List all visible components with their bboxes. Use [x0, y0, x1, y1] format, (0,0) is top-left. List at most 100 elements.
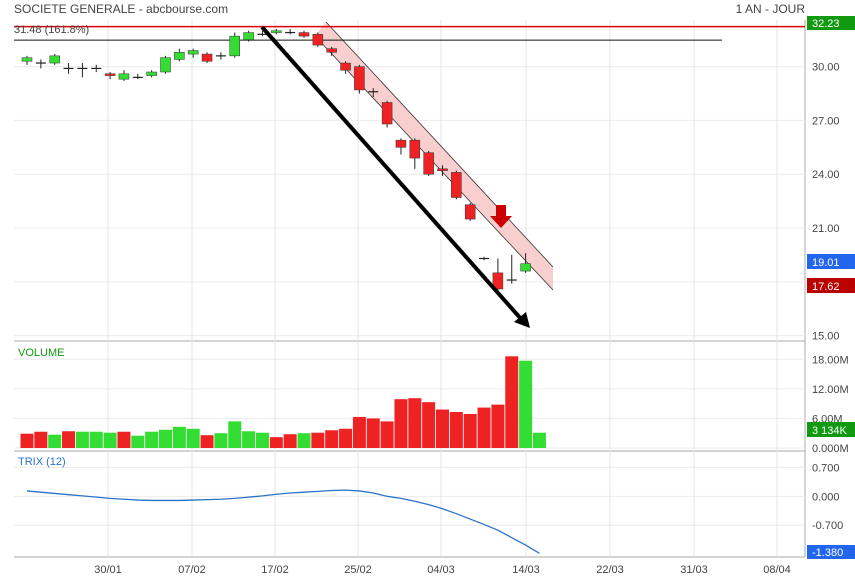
last-price-label: 19.01: [812, 257, 840, 269]
candle-down: [464, 204, 476, 220]
trix-line: [26, 489, 540, 554]
volume-bar: [172, 426, 186, 448]
down-arrow-icon: [490, 205, 512, 228]
price-y-tick-label: 21.00: [812, 223, 840, 235]
volume-bar: [491, 404, 505, 448]
trix-y-tick-label: 0.700: [812, 462, 840, 474]
resistance-badge-label: 32.23: [812, 18, 840, 30]
volume-bar: [228, 421, 242, 448]
candle-up: [49, 55, 60, 64]
volume-bar: [269, 437, 283, 448]
volume-bar: [366, 418, 380, 448]
volume-bar: [297, 433, 311, 448]
x-tick-label: 25/02: [344, 564, 372, 576]
candle-down: [326, 48, 337, 53]
candle-down: [298, 32, 310, 37]
resistance-badge: [807, 16, 855, 30]
fibonacci-label: 31.48 (161.8%): [14, 24, 89, 36]
price-y-tick-label: 27.00: [812, 115, 840, 127]
x-tick-label: 04/03: [427, 564, 455, 576]
x-tick-label: 07/02: [178, 564, 206, 576]
volume-bar: [408, 398, 422, 448]
period-label: 1 AN - JOUR: [735, 2, 805, 16]
volume-bar: [89, 431, 103, 448]
volume-bar: [352, 416, 366, 448]
volume-bar: [325, 430, 339, 448]
low-price-badge: [807, 278, 855, 293]
volume-bar: [186, 428, 200, 448]
volume-bar: [131, 435, 145, 448]
candle-up: [118, 73, 130, 80]
candle-down: [395, 139, 407, 148]
price-y-tick-label: 15.00: [812, 331, 840, 343]
candle-up: [271, 30, 282, 33]
volume-y-tick-label: 12.00M: [812, 384, 849, 396]
trix-last-label: -1.380: [812, 547, 843, 559]
x-tick-label: 31/03: [680, 564, 708, 576]
candle-up: [187, 50, 199, 55]
trix-panel-title: TRIX (12): [18, 456, 66, 468]
trend-arrow-head: [514, 312, 530, 328]
volume-bar: [75, 431, 89, 448]
candle-down: [423, 152, 434, 175]
candle-up: [174, 52, 185, 60]
volume-bar: [159, 429, 172, 448]
volume-bar: [463, 413, 477, 448]
price-y-tick-label: 24.00: [812, 169, 840, 181]
volume-bar: [242, 431, 256, 448]
candle-up: [160, 57, 171, 73]
volume-bar: [505, 356, 519, 448]
volume-bar: [34, 431, 48, 448]
x-tick-label: 14/03: [512, 564, 540, 576]
candle-up: [243, 32, 254, 40]
volume-y-tick-label: 18.00M: [812, 354, 849, 366]
volume-bar: [283, 434, 297, 448]
volume-bar: [214, 433, 228, 448]
volume-bar: [200, 435, 214, 448]
volume-bar: [422, 402, 436, 448]
channel-upper-line: [325, 21, 554, 268]
volume-bar: [380, 421, 394, 448]
trix-y-tick-label: 0.000: [812, 491, 840, 503]
volume-last-label: 3 134K: [812, 425, 848, 437]
volume-bar: [103, 432, 117, 448]
last-price-badge: [807, 254, 855, 269]
volume-bar: [255, 432, 269, 448]
volume-bar: [117, 431, 131, 448]
candle-down: [492, 272, 504, 290]
volume-bar: [477, 407, 491, 448]
candle-down: [104, 73, 116, 76]
trend-arrow-line: [260, 25, 524, 322]
trix-last-badge: [807, 545, 855, 559]
volume-bar: [20, 433, 34, 448]
bearish-channel: [315, 22, 553, 290]
volume-bar: [48, 434, 62, 448]
volume-bar: [62, 431, 76, 448]
candle-down: [201, 53, 213, 62]
volume-bar: [145, 431, 159, 448]
volume-bar: [532, 432, 546, 448]
candle-down: [451, 172, 462, 198]
candle-down: [354, 66, 365, 91]
candle-down: [340, 62, 351, 71]
x-tick-label: 22/03: [596, 564, 624, 576]
trix-y-tick-label: -0.700: [812, 520, 843, 532]
candle-up: [146, 71, 157, 76]
candle-up: [229, 35, 240, 57]
chart-title: SOCIETE GENERALE - abcbourse.com: [14, 2, 229, 16]
volume-panel-title: VOLUME: [18, 347, 64, 359]
candle-up: [21, 57, 33, 62]
candle-down: [409, 139, 421, 159]
x-tick-label: 17/02: [261, 564, 289, 576]
volume-bar: [436, 409, 449, 448]
volume-bar: [394, 399, 408, 448]
volume-last-badge: [807, 422, 855, 437]
volume-bar: [519, 360, 533, 448]
volume-bar: [311, 432, 325, 448]
price-y-tick-label: 30.00: [812, 62, 840, 74]
candle-up: [520, 263, 531, 272]
volume-bar: [449, 412, 463, 448]
low-price-label: 17.62: [812, 281, 840, 293]
volume-bar: [339, 428, 353, 448]
